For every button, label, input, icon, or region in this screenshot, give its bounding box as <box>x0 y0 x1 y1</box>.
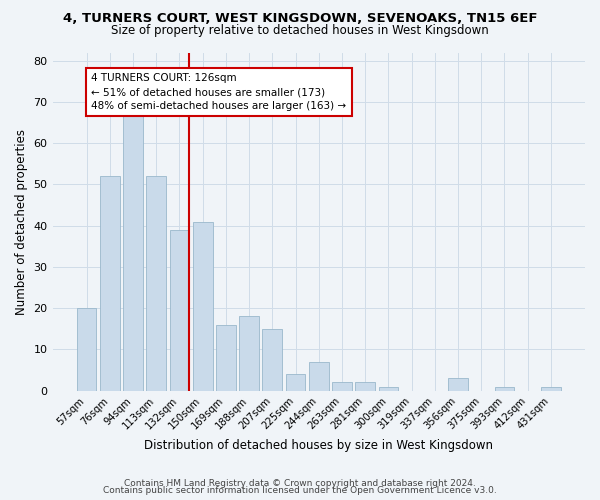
Bar <box>193 222 212 390</box>
X-axis label: Distribution of detached houses by size in West Kingsdown: Distribution of detached houses by size … <box>144 440 493 452</box>
Text: Contains public sector information licensed under the Open Government Licence v3: Contains public sector information licen… <box>103 486 497 495</box>
Bar <box>146 176 166 390</box>
Bar <box>309 362 329 390</box>
Text: Size of property relative to detached houses in West Kingsdown: Size of property relative to detached ho… <box>111 24 489 37</box>
Bar <box>123 114 143 390</box>
Bar <box>286 374 305 390</box>
Bar <box>494 386 514 390</box>
Bar <box>77 308 97 390</box>
Bar <box>379 386 398 390</box>
Text: 4 TURNERS COURT: 126sqm
← 51% of detached houses are smaller (173)
48% of semi-d: 4 TURNERS COURT: 126sqm ← 51% of detache… <box>91 73 346 111</box>
Text: Contains HM Land Registry data © Crown copyright and database right 2024.: Contains HM Land Registry data © Crown c… <box>124 478 476 488</box>
Bar <box>541 386 561 390</box>
Bar <box>355 382 375 390</box>
Text: 4, TURNERS COURT, WEST KINGSDOWN, SEVENOAKS, TN15 6EF: 4, TURNERS COURT, WEST KINGSDOWN, SEVENO… <box>63 12 537 26</box>
Bar <box>170 230 190 390</box>
Bar <box>448 378 468 390</box>
Bar <box>100 176 119 390</box>
Bar <box>239 316 259 390</box>
Bar <box>332 382 352 390</box>
Y-axis label: Number of detached properties: Number of detached properties <box>15 128 28 314</box>
Bar <box>262 329 282 390</box>
Bar <box>216 324 236 390</box>
